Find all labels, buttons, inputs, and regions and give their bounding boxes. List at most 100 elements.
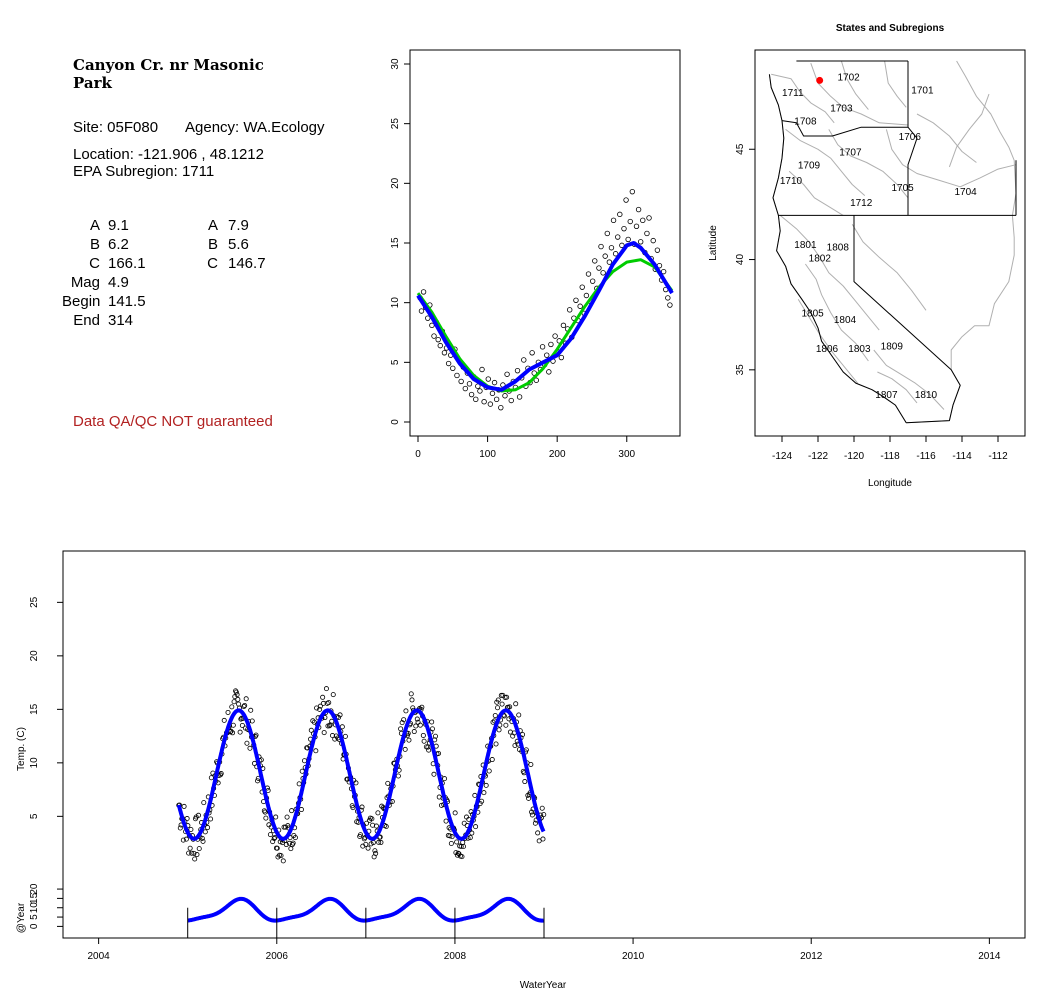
data-point (195, 812, 201, 818)
data-point (372, 848, 378, 854)
data-point (644, 230, 650, 237)
data-point (255, 778, 261, 784)
data-point (244, 740, 250, 746)
data-point (654, 247, 661, 253)
data-point (447, 833, 453, 839)
data-point (298, 807, 304, 813)
data-point (236, 701, 242, 707)
data-point (425, 744, 431, 750)
data-point (421, 738, 427, 744)
data-point (441, 350, 448, 356)
data-point (633, 223, 640, 229)
data-point (539, 805, 545, 811)
data-point (230, 722, 236, 728)
data-point (619, 242, 625, 249)
data-point (199, 835, 205, 841)
data-point (646, 215, 652, 221)
data-point (186, 850, 192, 856)
y-tick-label: 0 (390, 419, 401, 425)
data-point (473, 824, 479, 830)
data-point (552, 333, 558, 339)
data-point (323, 686, 329, 692)
region-label: 1705 (891, 183, 914, 194)
data-point (459, 854, 465, 860)
data-point (529, 809, 535, 815)
data-point (435, 336, 441, 343)
data-point (402, 746, 408, 752)
data-point (535, 830, 541, 836)
data-point (285, 823, 291, 829)
data-point (498, 692, 504, 698)
y-tick-label: 15 (390, 237, 401, 249)
data-point (267, 832, 273, 838)
param-value-2: 146.7 (228, 255, 266, 272)
param-row: Mag 4.9 (62, 274, 266, 293)
x-tick-label: 0 (415, 449, 421, 460)
data-point (359, 804, 365, 810)
data-point (248, 707, 254, 713)
data-point (452, 810, 458, 816)
subregion-boundary (885, 129, 1017, 188)
data-point (420, 289, 427, 295)
data-point (273, 814, 279, 820)
data-point (526, 795, 532, 801)
data-point (376, 839, 382, 845)
y-tick-label: 20 (29, 650, 40, 662)
x-tick-label: -116 (916, 451, 936, 462)
x-tick-label: -120 (844, 451, 864, 462)
data-point (383, 824, 389, 830)
data-point (546, 369, 552, 375)
data-point (202, 829, 208, 835)
seasonal-temperature-chart: 0 100 200 300 0 5 10 15 20 25 30 (390, 49, 681, 460)
data-point (504, 371, 510, 377)
data-point (481, 399, 487, 405)
data-point (615, 234, 621, 240)
data-point (507, 704, 513, 710)
data-point (483, 782, 489, 788)
data-point (585, 271, 592, 277)
data-point (208, 775, 214, 781)
data-point (189, 850, 195, 856)
fit-line (416, 241, 674, 392)
data-point (187, 845, 193, 851)
param-key-2: C (207, 255, 218, 272)
x-tick-label: -118 (880, 451, 900, 462)
data-point (308, 727, 314, 733)
site-marker (816, 76, 824, 84)
param-key: End (73, 312, 100, 329)
y-tick-label: 30 (390, 58, 401, 70)
data-point (503, 722, 509, 728)
data-point (271, 835, 277, 841)
data-point (596, 265, 602, 271)
data-point (637, 239, 644, 245)
x-tick-label: -112 (988, 451, 1008, 462)
data-point (310, 718, 316, 724)
data-point (363, 841, 369, 847)
data-point (487, 401, 494, 407)
data-point (317, 706, 323, 712)
data-point (439, 802, 445, 808)
data-point (489, 390, 496, 397)
param-row: C 166.1 C 146.7 (62, 255, 266, 274)
data-point (409, 697, 415, 703)
data-point (426, 747, 432, 753)
data-point (280, 858, 286, 864)
data-point (650, 237, 656, 244)
fit-line (416, 258, 674, 393)
data-point (326, 700, 332, 706)
data-point (272, 834, 278, 840)
data-point (353, 780, 359, 786)
region-label: 1710 (780, 176, 803, 187)
subregion-label: EPA Subregion: 1711 (73, 163, 215, 180)
data-point (339, 724, 345, 730)
site-name: Canyon Cr. nr Masonic Park (73, 56, 264, 92)
data-point (373, 823, 379, 829)
lower-y-axis-label: @Year (16, 902, 27, 933)
data-point (288, 846, 294, 852)
data-point (192, 856, 198, 862)
data-point (238, 716, 244, 722)
param-key: Mag (70, 274, 100, 291)
data-point (589, 278, 596, 284)
data-point (667, 302, 673, 308)
data-point (414, 716, 420, 722)
